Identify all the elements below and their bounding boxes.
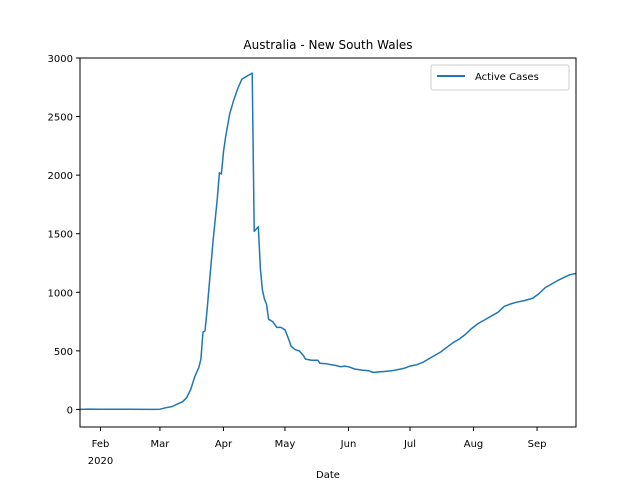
x-tick-label: Sep [528,439,547,450]
y-tick-label: 3000 [48,54,73,65]
x-tick-label: Feb [92,439,110,450]
x-tick-label: Jul [403,439,416,450]
x-axis-label: Date [316,470,340,480]
x-tick-label: May [275,439,296,450]
chart-title: Australia - New South Wales [243,38,412,52]
y-axis-ticks: 0 500 1000 1500 2000 2500 3000 [48,54,80,416]
y-tick-label: 1000 [48,288,73,299]
y-tick-label: 2000 [48,171,73,182]
x-tick-sublabel: 2020 [88,456,113,467]
series-line-0 [79,72,577,411]
y-tick-label: 500 [54,347,73,358]
series-layer [79,72,577,411]
plot-area-frame [79,57,577,428]
legend-label-active-cases: Active Cases [475,72,539,83]
y-tick-label: 0 [67,405,73,416]
y-tick-label: 1500 [48,230,73,241]
x-tick-label: Aug [464,439,484,450]
x-tick-label: Apr [215,439,233,450]
x-tick-label: Mar [150,439,170,450]
x-axis-ticks: Feb 2020 Mar Apr May Jun Jul Aug Sep [88,427,547,467]
legend-box [430,64,570,91]
x-tick-label: Jun [340,439,357,450]
legend: Active Cases [430,64,570,91]
y-tick-label: 2500 [48,113,73,124]
